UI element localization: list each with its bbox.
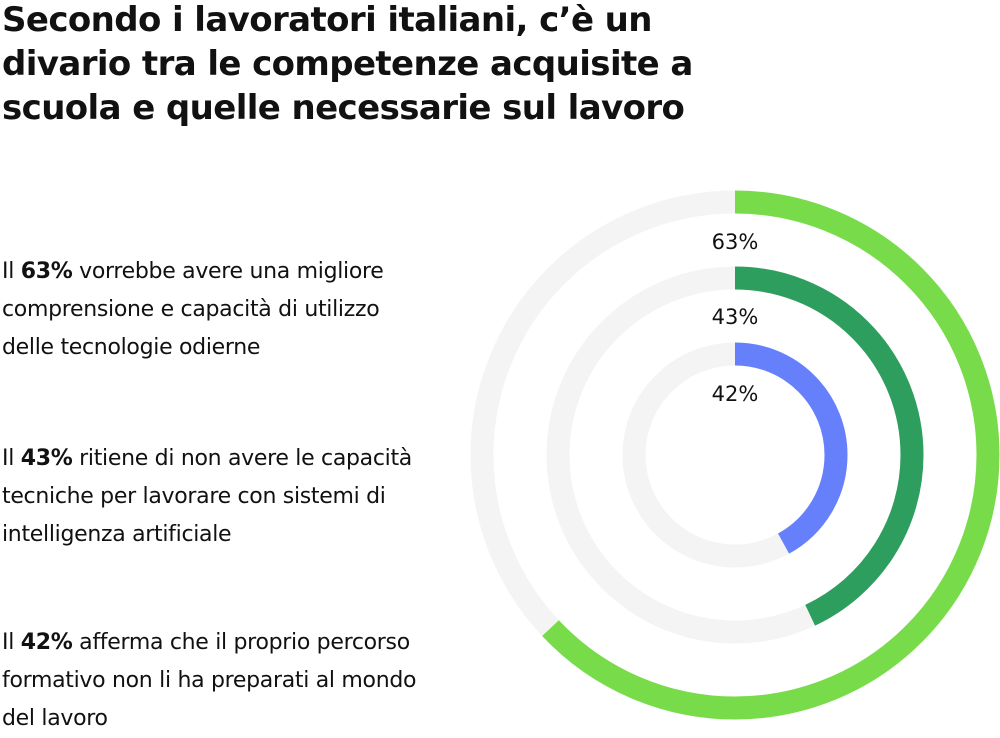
stat-42: Il 42% afferma che il proprio percorso f… <box>2 624 422 738</box>
stat-prefix: Il <box>2 630 21 655</box>
stat-value: 43% <box>20 446 73 471</box>
stat-text: ritiene di non avere le capacità tecnich… <box>2 446 412 547</box>
ring-label-outer: 63% <box>712 230 759 254</box>
ring-arc-outer <box>470 190 1000 720</box>
ring-label-inner: 42% <box>712 382 759 406</box>
stat-text: afferma che il proprio percorso formativ… <box>2 630 417 731</box>
stat-value: 63% <box>20 259 73 284</box>
stat-prefix: Il <box>2 259 21 284</box>
ring-arc-inner <box>622 342 848 568</box>
stat-text: vorrebbe avere una migliore comprensione… <box>2 259 384 360</box>
stat-prefix: Il <box>2 446 21 471</box>
ring-arc-middle <box>546 266 924 644</box>
stat-43: Il 43% ritiene di non avere le capacità … <box>2 440 422 554</box>
ring-label-middle: 43% <box>712 305 759 329</box>
stat-value: 42% <box>20 630 73 655</box>
stat-63: Il 63% vorrebbe avere una migliore compr… <box>2 253 422 367</box>
chart-title: Secondo i lavoratori italiani, c’è un di… <box>2 0 693 128</box>
